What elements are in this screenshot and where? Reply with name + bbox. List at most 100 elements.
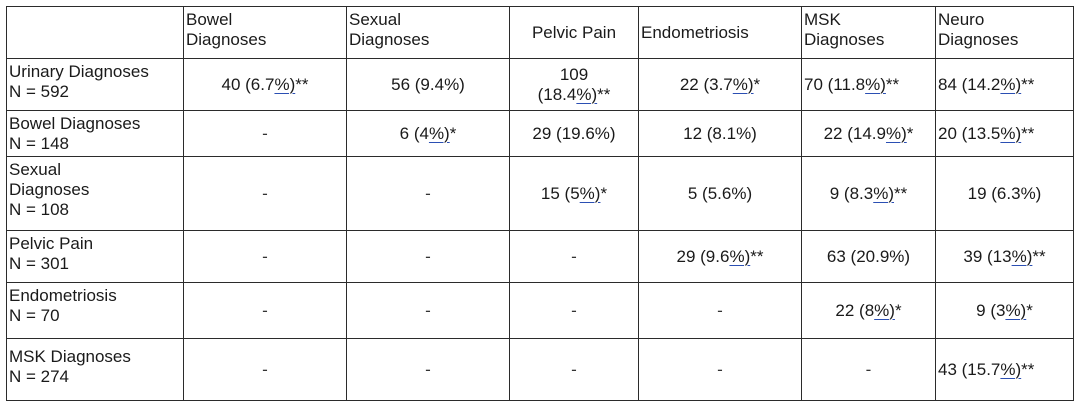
percent-link[interactable]: %) — [873, 183, 895, 203]
table-cell: - — [801, 338, 936, 401]
table-row: Pelvic Pain N = 301 - - - 29 (9.6%)** 63… — [6, 230, 1074, 283]
table-cell: - — [346, 156, 510, 231]
table-cell: 39 (13%)** — [935, 230, 1074, 283]
row-header-line: Urinary Diagnoses — [9, 62, 149, 81]
cell-value: 63 (20.9%) — [826, 246, 911, 266]
table-cell: 15 (5%)* — [509, 156, 639, 231]
col-header-line: Bowel — [186, 10, 233, 29]
empty-dash: - — [571, 246, 577, 266]
table-cell: - — [183, 230, 347, 283]
empty-dash: - — [262, 246, 268, 266]
table-cell: 9 (3%)* — [935, 282, 1074, 339]
significance-marker: * — [449, 123, 457, 143]
empty-dash: - — [717, 359, 723, 379]
row-header-line: N = 148 — [9, 134, 70, 153]
table-cell: - — [509, 282, 639, 339]
col-header-line: Pelvic Pain — [531, 22, 617, 42]
empty-dash: - — [717, 300, 723, 320]
row-header-line: Pelvic Pain — [9, 234, 94, 253]
significance-marker: * — [600, 183, 608, 203]
percent-link[interactable]: %) — [1011, 246, 1033, 266]
col-header-pelvic-pain: Pelvic Pain — [509, 6, 639, 59]
percent-link[interactable]: %) — [729, 246, 751, 266]
row-header-line: N = 70 — [9, 306, 60, 325]
table-cell: 70 (11.8%)** — [801, 58, 936, 111]
corner-cell — [6, 6, 184, 59]
percent-link[interactable]: %) — [874, 300, 895, 320]
cell-value: 39 (13 — [963, 246, 1012, 266]
row-header-sexual: Sexual Diagnoses N = 108 — [6, 156, 184, 231]
percent-link[interactable]: %) — [1000, 123, 1022, 143]
header-row: Bowel Diagnoses Sexual Diagnoses Pelvic … — [6, 6, 1074, 59]
empty-dash: - — [262, 123, 268, 143]
cell-value: 29 (9.6 — [676, 246, 730, 266]
col-header-line: MSK — [804, 10, 841, 29]
cell-value: 5 (5.6%) — [687, 183, 753, 203]
empty-dash: - — [865, 359, 872, 379]
percent-link[interactable]: %) — [1000, 74, 1022, 94]
col-header-line: Diagnoses — [186, 30, 267, 49]
significance-marker: ** — [1021, 359, 1035, 379]
cell-value: 22 (14.9 — [823, 123, 886, 143]
row-header-pelvic-pain: Pelvic Pain N = 301 — [6, 230, 184, 283]
percent-link[interactable]: %) — [579, 183, 601, 203]
cell-value: (18.4 — [537, 84, 577, 104]
percent-link[interactable]: %) — [1000, 359, 1022, 379]
cell-value: 12 (8.1%) — [683, 123, 757, 143]
table-cell: 109 (18.4%)** — [509, 58, 639, 111]
table-cell: - — [183, 282, 347, 339]
table-cell: 84 (14.2%)** — [935, 58, 1074, 111]
significance-marker: ** — [597, 84, 611, 104]
empty-dash: - — [571, 359, 577, 379]
empty-dash: - — [425, 300, 431, 320]
table-cell: 20 (13.5%)** — [935, 110, 1074, 157]
table-cell: - — [509, 230, 639, 283]
row-header-line: Endometriosis — [9, 286, 117, 305]
empty-dash: - — [262, 300, 268, 320]
row-header-line: MSK Diagnoses — [9, 347, 131, 366]
cell-value: 20 (13.5 — [938, 123, 1001, 143]
percent-link[interactable]: %) — [576, 84, 598, 104]
cell-value: 15 (5 — [540, 183, 580, 203]
table-cell: - — [346, 230, 510, 283]
diagnosis-overlap-table: Bowel Diagnoses Sexual Diagnoses Pelvic … — [6, 6, 1074, 401]
cell-value: 70 (11.8 — [804, 74, 866, 94]
significance-marker: ** — [1021, 123, 1035, 143]
table-row: Endometriosis N = 70 - - - - 22 (8%)* 9 … — [6, 282, 1074, 339]
table-cell: 19 (6.3%) — [935, 156, 1074, 231]
table-cell: - — [346, 282, 510, 339]
significance-marker: ** — [750, 246, 764, 266]
empty-dash: - — [262, 183, 268, 203]
table-cell: 12 (8.1%) — [638, 110, 802, 157]
percent-link[interactable]: %) — [274, 74, 296, 94]
row-header-urinary: Urinary Diagnoses N = 592 — [6, 58, 184, 111]
percent-link[interactable]: %) — [885, 123, 907, 143]
percent-link[interactable]: %) — [1005, 300, 1027, 320]
table-cell: - — [183, 156, 347, 231]
col-header-line: Diagnoses — [349, 30, 430, 49]
cell-value: 22 (3.7 — [679, 74, 733, 94]
cell-value: 22 (8 — [835, 300, 875, 320]
table-cell: 22 (3.7%)* — [638, 58, 802, 111]
percent-link[interactable]: %) — [865, 74, 886, 94]
percent-link[interactable]: %) — [732, 74, 754, 94]
table-row: Bowel Diagnoses N = 148 - 6 (4%)* 29 (19… — [6, 110, 1074, 157]
col-header-endometriosis: Endometriosis — [638, 6, 802, 59]
row-header-endometriosis: Endometriosis N = 70 — [6, 282, 184, 339]
cell-value: 6 (4 — [399, 123, 429, 143]
percent-link[interactable]: %) — [428, 123, 450, 143]
row-header-line: Diagnoses — [9, 180, 90, 199]
table-cell: 29 (19.6%) — [509, 110, 639, 157]
empty-dash: - — [262, 359, 268, 379]
row-header-line: Bowel Diagnoses — [9, 114, 141, 133]
row-header-msk: MSK Diagnoses N = 274 — [6, 338, 184, 401]
cell-value: 29 (19.6%) — [532, 123, 616, 143]
significance-marker: * — [1026, 300, 1033, 320]
col-header-line: Diagnoses — [938, 30, 1019, 49]
empty-dash: - — [571, 300, 577, 320]
cell-value: 109 — [559, 64, 589, 84]
table-cell: 43 (15.7%)** — [935, 338, 1074, 401]
table-container: Bowel Diagnoses Sexual Diagnoses Pelvic … — [6, 6, 1074, 401]
cell-value: 40 (6.7 — [221, 74, 275, 94]
cell-value: 56 (9.4%) — [391, 74, 465, 94]
